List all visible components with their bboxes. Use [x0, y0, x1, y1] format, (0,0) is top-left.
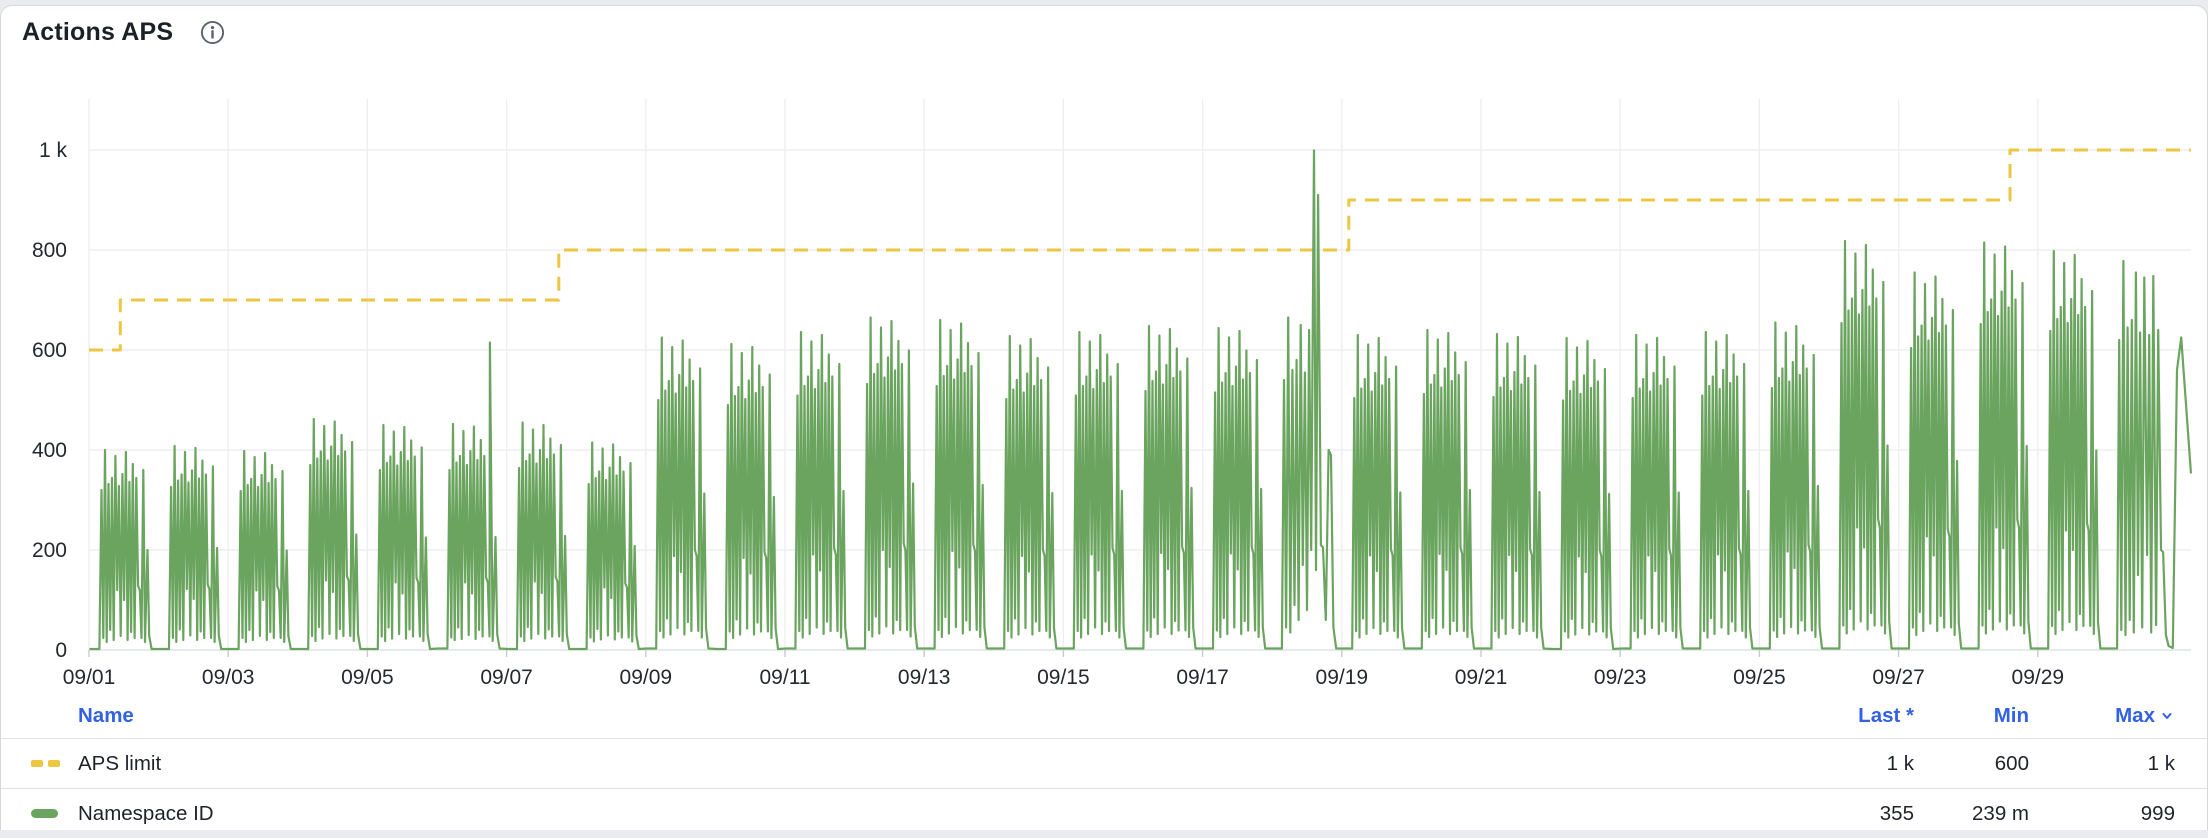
aps-chart[interactable]: 0 200 400 600 800 1 k 09/01 09/03 09/05 09/07 09/0… — [1, 6, 2207, 696]
x-axis-label: 09/25 — [1733, 666, 1786, 689]
x-axis-label: 09/21 — [1455, 666, 1508, 689]
x-axis-label: 09/13 — [898, 666, 951, 689]
actions-aps-panel: Actions APS 0 200 400 600 800 1 k 09/01 09/03 09… — [0, 5, 2208, 830]
x-axis-label: 09/03 — [202, 666, 255, 689]
aps-limit-line — [89, 148, 2191, 352]
column-header-name[interactable]: Name — [78, 704, 134, 727]
panel-title: Actions APS — [22, 18, 174, 46]
y-axis-label: 1 k — [39, 139, 68, 162]
x-axis-label: 09/29 — [2012, 666, 2065, 689]
legend-table-header: Name Last * Min Max — [1, 694, 2207, 738]
last-value: 355 — [1879, 801, 1914, 825]
info-icon[interactable] — [199, 19, 226, 46]
y-axis-label: 0 — [55, 639, 67, 662]
table-row[interactable]: APS limit 1 k 600 1 k — [1, 738, 2207, 788]
min-value: 600 — [1994, 751, 2029, 775]
x-axis-label: 09/09 — [620, 666, 673, 689]
x-axis-label: 09/05 — [341, 666, 394, 689]
series-name: Namespace ID — [78, 801, 214, 825]
x-axis-label: 09/23 — [1594, 666, 1647, 689]
table-row[interactable]: Namespace ID 355 239 m 999 — [1, 788, 2207, 838]
y-axis-label: 600 — [32, 339, 67, 362]
x-axis-label: 09/01 — [63, 666, 116, 689]
last-value: 1 k — [1886, 751, 1914, 775]
column-header-min[interactable]: Min — [1993, 704, 2029, 727]
x-axis-label: 09/11 — [760, 666, 811, 689]
column-header-max[interactable]: Max — [2029, 704, 2175, 728]
y-axis-label: 200 — [32, 539, 67, 562]
chevron-down-icon — [2162, 713, 2172, 719]
x-axis-label: 09/15 — [1037, 666, 1090, 689]
x-axis-label: 09/17 — [1176, 666, 1229, 689]
legend-table: Name Last * Min Max APS limit 1 k 600 1 … — [1, 694, 2207, 838]
column-header-last[interactable]: Last * — [1858, 704, 1914, 727]
aps-limit-swatch — [31, 760, 60, 767]
max-value: 999 — [2140, 801, 2175, 825]
x-axis-label: 09/07 — [480, 666, 533, 689]
min-value: 239 m — [1972, 801, 2029, 825]
namespace-id-swatch — [31, 809, 58, 818]
series-name: APS limit — [78, 751, 162, 775]
max-value: 1 k — [2147, 751, 2175, 775]
y-axis-label: 400 — [32, 439, 67, 462]
y-axis-label: 800 — [32, 239, 67, 262]
namespace-id-line — [89, 149, 2192, 651]
panel-header: Actions APS — [22, 18, 226, 47]
x-axis-label: 09/19 — [1316, 666, 1369, 689]
x-axis-label: 09/27 — [1872, 666, 1925, 689]
